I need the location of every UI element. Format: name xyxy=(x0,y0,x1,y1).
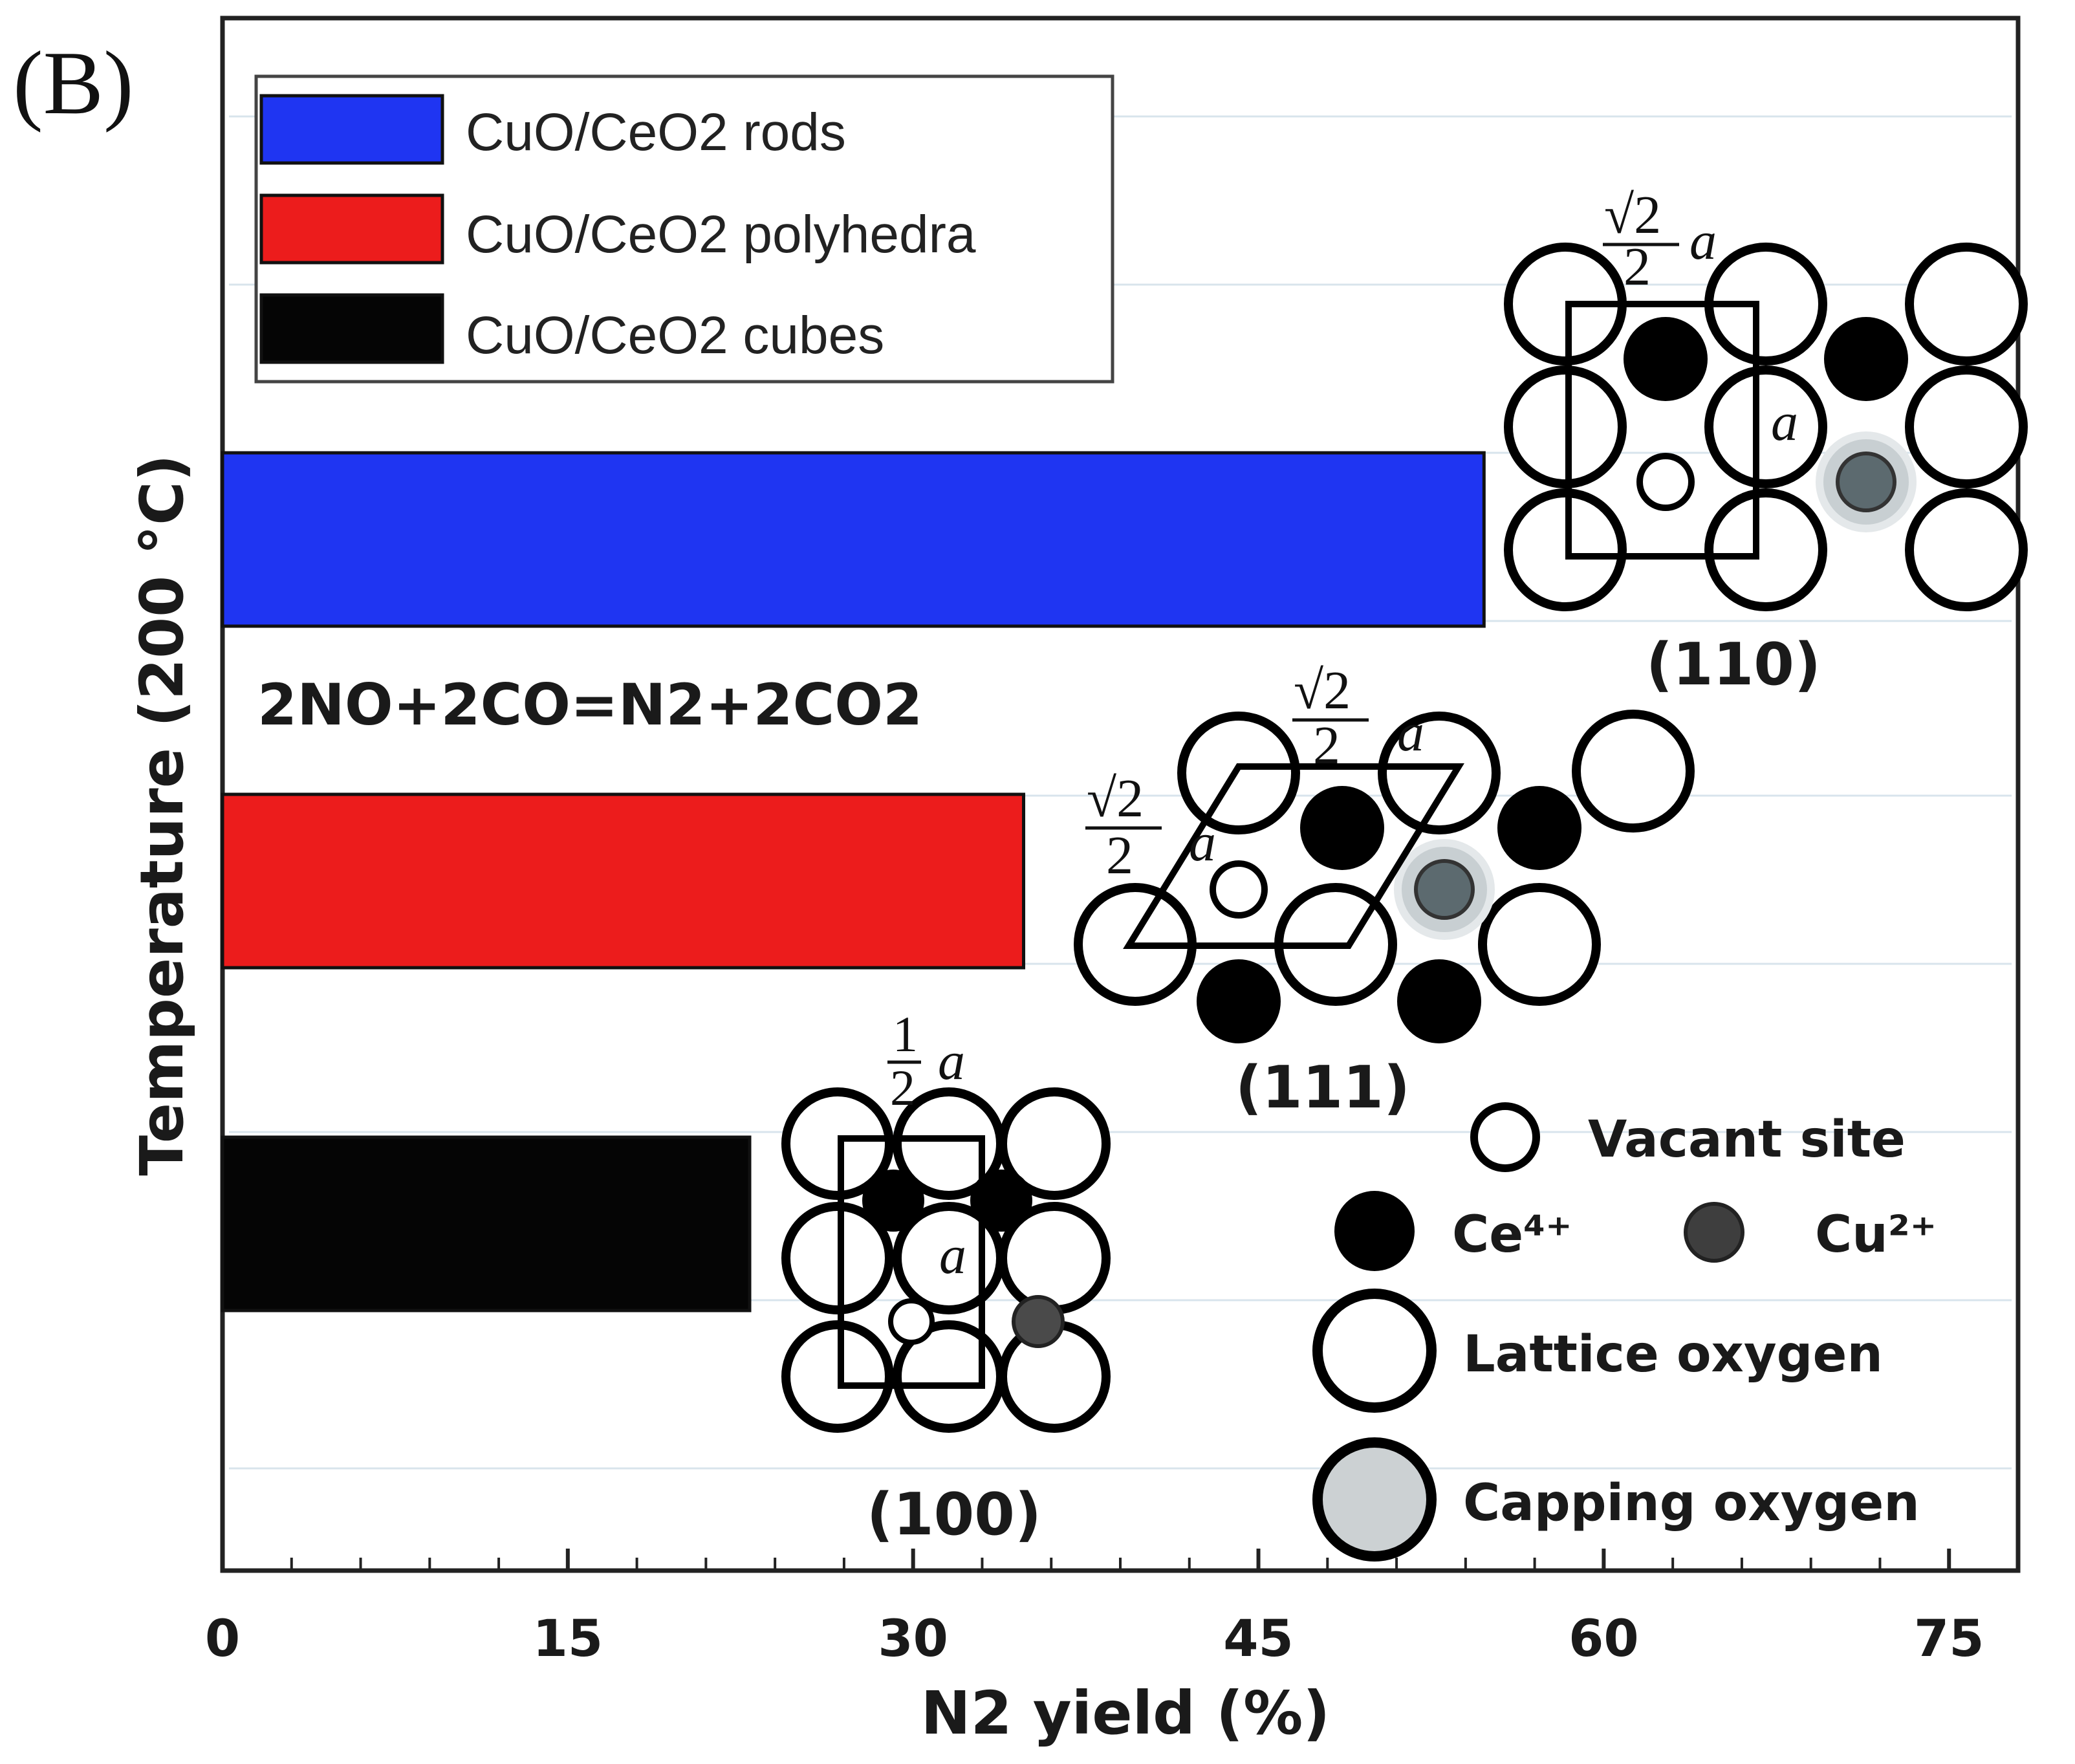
svg-text:a: a xyxy=(1189,812,1216,873)
legend-swatch-rods xyxy=(259,94,444,165)
svg-text:a: a xyxy=(938,1031,965,1091)
bar-cuo-ceo2-rods xyxy=(221,451,1486,628)
svg-text:2: 2 xyxy=(1106,825,1133,886)
symbol-capping-label: Capping oxygen xyxy=(1463,1474,1920,1532)
panel-label: (B) xyxy=(13,33,134,133)
svg-text:a: a xyxy=(1689,211,1717,271)
symbol-vacant-label: Vacant site xyxy=(1588,1111,1906,1169)
x-axis: 0 15 30 45 60 75 xyxy=(205,1549,2019,1668)
facet-100-label: (100) xyxy=(867,1481,1041,1549)
facet-111-model xyxy=(1074,710,1695,1043)
x-tick-label: 15 xyxy=(533,1610,603,1668)
x-tick-label: 75 xyxy=(1914,1610,1984,1668)
legend: CuO/CeO2 rods CuO/CeO2 polyhedra CuO/CeO… xyxy=(254,74,1114,384)
x-axis-label: N2 yield (%) xyxy=(921,1679,1331,1748)
symbol-lattice-label: Lattice oxygen xyxy=(1463,1325,1883,1384)
x-tick-label: 45 xyxy=(1223,1610,1294,1668)
bars xyxy=(221,451,1486,1312)
legend-label-cubes: CuO/CeO2 cubes xyxy=(466,306,884,365)
bar-cuo-ceo2-cubes xyxy=(221,1135,752,1312)
symbol-legend: Vacant site Ce⁴⁺ Cu²⁺ Lattice oxygen Cap… xyxy=(1312,1102,1937,1562)
y-axis-label: Temperature (200 °C) xyxy=(127,454,197,1175)
facet-100-dims: 1 2 a a xyxy=(887,1006,966,1285)
legend-swatch-polyhedra xyxy=(259,193,444,265)
svg-text:a: a xyxy=(939,1225,966,1285)
bar-cuo-ceo2-polyhedra xyxy=(221,792,1026,970)
facet-110-model xyxy=(1504,243,2028,611)
svg-text:√2: √2 xyxy=(1294,660,1351,721)
svg-text:a: a xyxy=(1771,392,1798,452)
legend-label-rods: CuO/CeO2 rods xyxy=(466,103,846,162)
facet-110-label: (110) xyxy=(1646,631,1821,699)
x-tick-label: 60 xyxy=(1569,1610,1639,1668)
facet-100-model xyxy=(781,1087,1111,1433)
x-tick-label: 0 xyxy=(205,1610,240,1668)
facet-110-dims: √2 2 a a xyxy=(1603,185,1798,452)
svg-text:2: 2 xyxy=(1313,715,1340,776)
svg-text:2: 2 xyxy=(890,1060,915,1116)
symbol-cu-label: Cu²⁺ xyxy=(1815,1206,1937,1264)
svg-text:√2: √2 xyxy=(1087,768,1144,829)
reaction-equation: 2NO+2CO=N2+2CO2 xyxy=(257,671,922,738)
svg-text:2: 2 xyxy=(1624,237,1651,297)
svg-text:a: a xyxy=(1397,702,1424,763)
svg-text:√2: √2 xyxy=(1604,185,1661,245)
legend-label-polyhedra: CuO/CeO2 polyhedra xyxy=(466,205,976,264)
legend-swatch-cubes xyxy=(259,293,444,364)
x-tick-label: 30 xyxy=(878,1610,948,1668)
facet-111-dims: √2 2 a √2 2 a xyxy=(1085,660,1424,886)
facet-111-label: (111) xyxy=(1235,1054,1410,1122)
symbol-ce-label: Ce⁴⁺ xyxy=(1452,1206,1572,1264)
svg-text:1: 1 xyxy=(893,1006,918,1062)
